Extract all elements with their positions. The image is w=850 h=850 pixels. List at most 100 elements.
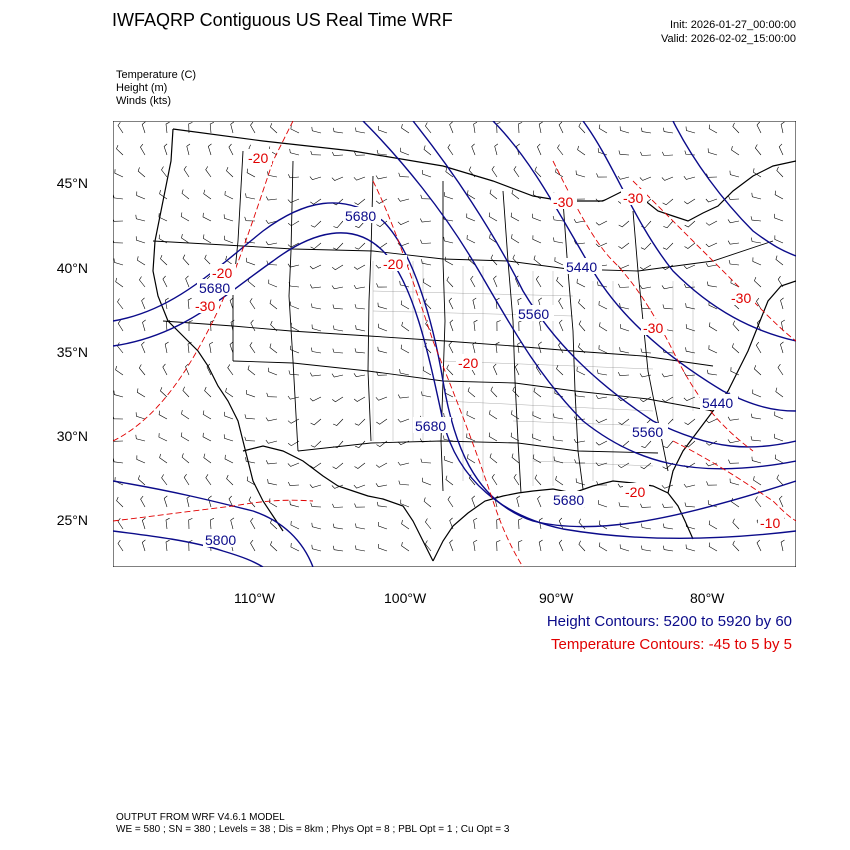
wind-barb	[229, 297, 234, 310]
wind-barb	[331, 264, 344, 271]
wind-barb	[639, 176, 652, 181]
wind-barb	[310, 150, 322, 156]
wind-barb	[662, 242, 674, 250]
wind-barb	[449, 539, 454, 552]
wind-barb	[617, 264, 630, 269]
wind-barb	[750, 413, 762, 420]
wind-barb	[422, 366, 432, 376]
lon-label-100: 100°W	[384, 590, 427, 606]
wind-barb	[732, 122, 740, 134]
wind-barb	[471, 495, 476, 508]
wind-barb	[401, 542, 410, 552]
wind-barb	[708, 542, 718, 552]
wind-barb	[423, 497, 432, 508]
wind-barb	[165, 121, 170, 134]
wind-barb	[751, 192, 762, 200]
wind-barb	[290, 345, 300, 354]
wind-barb	[397, 220, 410, 225]
wind-barb	[226, 166, 234, 178]
svg-text:-20: -20	[625, 484, 645, 500]
wind-barb	[353, 264, 366, 270]
wind-barb	[290, 301, 300, 310]
init-time: Init: 2026-01-27_00:00:00	[670, 19, 796, 31]
wind-barb	[265, 439, 278, 444]
svg-text:5800: 5800	[205, 532, 236, 548]
wind-barb	[165, 517, 170, 530]
wind-barb	[203, 189, 212, 200]
wind-barb	[708, 520, 718, 530]
svg-text:5680: 5680	[553, 492, 584, 508]
wind-barb	[538, 517, 543, 530]
wind-barb	[663, 545, 674, 552]
wind-barb	[137, 256, 146, 266]
wind-barb	[684, 242, 696, 249]
wind-barb	[310, 220, 322, 228]
wind-barb	[753, 168, 762, 178]
wind-barb	[661, 176, 674, 181]
wind-barb	[117, 518, 124, 530]
wind-barb	[425, 518, 432, 530]
wind-barb	[310, 502, 322, 508]
wind-barb	[729, 170, 740, 178]
wind-barb	[640, 242, 652, 250]
wind-barb	[518, 540, 523, 552]
wind-barb	[113, 415, 124, 420]
wind-barb	[641, 545, 652, 552]
wind-barb	[490, 254, 498, 266]
wind-barb	[599, 322, 608, 332]
wind-barb	[117, 320, 124, 332]
temperature-label: -30	[621, 189, 647, 206]
wind-barb	[752, 389, 762, 398]
wind-barb	[135, 412, 146, 420]
wind-barb	[289, 148, 300, 156]
wind-barb	[640, 503, 652, 508]
wind-barb	[685, 347, 696, 354]
wind-barb	[555, 475, 564, 486]
wind-barb	[160, 254, 168, 266]
wind-barb	[332, 127, 344, 134]
wind-barb	[228, 495, 234, 508]
wind-barb	[640, 151, 652, 156]
wind-barb	[727, 416, 740, 421]
height-label: 5680	[551, 491, 589, 508]
wind-barb	[185, 363, 190, 376]
wind-barb	[753, 476, 762, 486]
wind-barb	[488, 212, 498, 222]
wind-barb	[756, 319, 762, 332]
wind-barb	[473, 319, 478, 332]
wind-barb	[209, 518, 215, 530]
wind-barb	[311, 522, 322, 530]
wind-barb	[729, 478, 740, 486]
wind-barb	[182, 254, 190, 266]
wind-barb	[575, 170, 586, 178]
wind-barb	[683, 483, 696, 488]
wind-barb	[597, 369, 608, 376]
wind-barb	[750, 436, 762, 442]
wind-barb	[684, 198, 696, 205]
wind-barb	[494, 143, 499, 156]
temperature-label: -20	[381, 255, 407, 272]
wind-barb	[400, 344, 410, 354]
wind-barb	[250, 121, 256, 134]
wind-barb	[377, 302, 388, 310]
wind-barb	[354, 418, 366, 426]
wind-barb	[662, 151, 674, 156]
wind-barb	[244, 414, 256, 420]
wind-barb	[532, 454, 542, 464]
wind-barb	[516, 143, 520, 156]
wind-barb	[425, 122, 432, 134]
wind-barb	[705, 263, 718, 267]
wind-barb	[332, 418, 344, 426]
footer-config: WE = 580 ; SN = 380 ; Levels = 38 ; Dis …	[116, 824, 510, 835]
temperature-label: -20	[623, 483, 649, 500]
lon-label-80: 80°W	[690, 590, 725, 606]
wind-barb	[139, 276, 146, 288]
wind-barb	[663, 523, 674, 530]
temperature-label: -20	[210, 264, 236, 281]
wind-barb	[188, 320, 193, 331]
wind-barb	[661, 285, 674, 290]
valid-time: Valid: 2026-02-02_15:00:00	[661, 33, 796, 45]
wind-barb	[209, 341, 214, 354]
variable-height: Height (m)	[116, 82, 168, 94]
wind-barb	[598, 124, 608, 134]
